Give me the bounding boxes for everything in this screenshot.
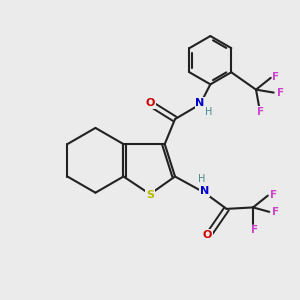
Text: F: F (269, 190, 277, 200)
Text: F: F (272, 207, 279, 217)
Text: F: F (272, 72, 280, 82)
Text: N: N (200, 186, 209, 196)
Text: F: F (277, 88, 284, 98)
Text: H: H (205, 107, 213, 117)
Text: N: N (195, 98, 205, 108)
Text: O: O (203, 230, 212, 240)
Text: F: F (251, 225, 258, 236)
Text: O: O (145, 98, 155, 108)
Text: H: H (198, 174, 205, 184)
Text: S: S (146, 190, 154, 200)
Text: F: F (257, 107, 264, 117)
